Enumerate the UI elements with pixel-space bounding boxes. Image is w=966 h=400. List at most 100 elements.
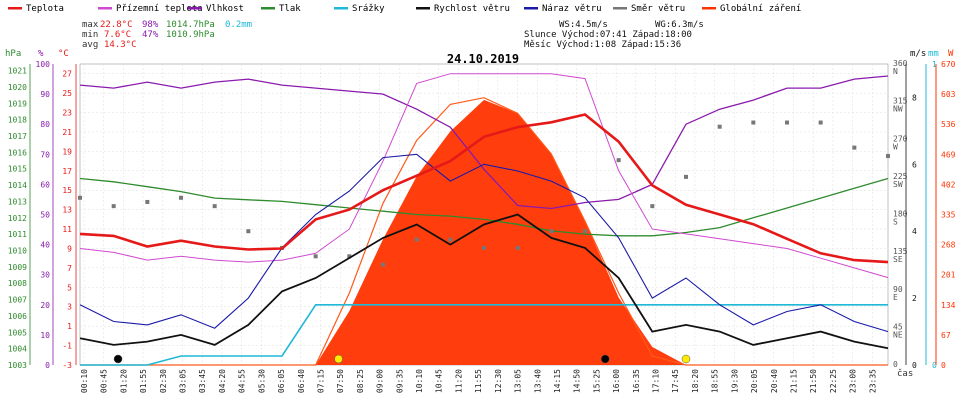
pressure-tick-label: 1014: [8, 181, 27, 190]
radiation-tick-label: 402: [941, 180, 956, 189]
wind-direction-point: [347, 254, 352, 259]
wind-direction-point: [650, 204, 655, 209]
humidity-tick-label: 90: [40, 90, 50, 99]
stat-avg-temp: 14.3°C: [104, 40, 137, 50]
direction-tick-label: 360: [893, 59, 908, 68]
wind-direction-point: [717, 124, 722, 129]
radiation-tick-label: 603: [941, 90, 956, 99]
temp-tick-label: 5: [67, 283, 72, 292]
x-tick-label: 16:00: [612, 369, 621, 393]
x-tick-label: 20:05: [750, 369, 759, 393]
direction-tick-label: 0: [893, 360, 898, 369]
legend-item-rychlost-vetru: Rychlost větru: [416, 4, 510, 14]
x-tick-label: 09:35: [395, 369, 404, 393]
stat-rain: 0.2mm: [225, 20, 252, 30]
x-tick-label: 11:20: [454, 369, 463, 393]
wind-tick-label: 4: [912, 227, 917, 236]
legend-swatch: [261, 7, 275, 10]
chart-title: 24.10.2019: [447, 52, 519, 66]
x-tick-label: 14:50: [573, 369, 582, 393]
wind-direction-point: [751, 120, 756, 125]
x-tick-label: 09:00: [376, 369, 385, 393]
sunrise-marker: [334, 354, 343, 364]
stat-max-pressure: 1014.7hPa: [166, 20, 215, 30]
stat-wind-speed: WS:4.5m/s: [559, 20, 608, 30]
x-tick-label: 23:00: [849, 369, 858, 393]
pressure-tick-label: 1016: [8, 148, 27, 157]
wind-tick-label: 2: [912, 294, 917, 303]
temp-tick-label: 9: [67, 244, 72, 253]
series-theoretical-radiation: [80, 97, 888, 366]
pressure-tick-label: 1005: [8, 328, 27, 337]
x-tick-label: 19:30: [730, 369, 739, 393]
legend-item-globalni-zareni: Globální záření: [702, 4, 801, 14]
direction-tick-label: 180: [893, 210, 908, 219]
temp-tick-label: 3: [67, 303, 72, 312]
stat-max-temp: 22.8°C: [100, 20, 133, 30]
pressure-tick-label: 1015: [8, 165, 27, 174]
x-tick-label: 06:40: [297, 369, 306, 393]
temp-tick-label: 23: [62, 109, 72, 118]
pressure-tick-label: 1017: [8, 132, 27, 141]
direction-tick-label: 315: [893, 97, 908, 106]
direction-tick-label: 270: [893, 134, 908, 143]
pressure-tick-label: 1009: [8, 263, 27, 272]
legend-swatch: [334, 7, 348, 10]
temp-tick-label: 7: [67, 264, 72, 273]
legend-label: Rychlost větru: [434, 4, 510, 14]
x-tick-label: 11:55: [474, 369, 483, 393]
humidity-tick-label: 100: [36, 60, 51, 69]
direction-tick-label: 225: [893, 172, 908, 181]
humidity-tick-label: 50: [40, 211, 50, 220]
pressure-tick-label: 1011: [8, 230, 27, 239]
wind-tick-label: 0: [912, 361, 917, 370]
axis-unit-ms: m/s: [910, 49, 926, 59]
wind-direction-point: [482, 245, 486, 250]
series-temperature: [79, 113, 889, 264]
x-tick-label: 03:05: [179, 369, 188, 393]
x-tick-label: 07:50: [336, 369, 345, 393]
direction-tick-label: E: [893, 293, 898, 302]
x-tick-label: 14:15: [553, 369, 562, 393]
x-tick-label: 22:25: [829, 369, 838, 393]
humidity-tick-label: 80: [40, 120, 50, 129]
stat-max-label: max: [82, 20, 99, 30]
x-tick-label: 20:40: [770, 369, 779, 393]
x-tick-label: 16:35: [632, 369, 641, 393]
legend-item-vlhkost: Vlhkost: [188, 4, 244, 14]
axis-unit-percent: %: [38, 49, 44, 59]
pressure-tick-label: 1008: [8, 279, 27, 288]
x-tick-label: 05:30: [257, 369, 266, 393]
stat-min-label: min: [82, 30, 98, 40]
rain-tick-label: 1: [932, 60, 937, 69]
series-radiation-area: [80, 99, 888, 366]
legend-swatch: [8, 7, 22, 10]
x-tick-label: 13:40: [533, 369, 542, 393]
radiation-layer: [80, 97, 888, 366]
temp-tick-label: -3: [62, 361, 72, 370]
x-tick-label: 03:45: [198, 369, 207, 393]
wind-direction-point: [78, 195, 82, 200]
moonset-marker: [600, 354, 610, 364]
pressure-tick-label: 1007: [8, 296, 27, 305]
series-humidity: [79, 75, 889, 210]
x-tick-label: 01:20: [119, 369, 128, 393]
axis-unit-celsius: °C: [58, 49, 69, 59]
wind-direction-point: [179, 195, 183, 200]
radiation-tick-label: 335: [941, 211, 956, 220]
legend-label: Přízemní teplota: [116, 4, 203, 14]
sun-moon-markers: [113, 354, 691, 364]
legend-label: Náraz větru: [542, 4, 602, 14]
stats-block: max 22.8°C 98% 1014.7hPa 0.2mm min 7.6°C…: [82, 20, 704, 50]
legend-item-naraz-vetru: Náraz větru: [524, 4, 602, 14]
wind-direction-point: [414, 237, 419, 242]
legend-label: Vlhkost: [206, 4, 244, 14]
legend-swatch: [416, 7, 430, 10]
series-wind-gust: [79, 153, 889, 333]
legend-swatch: [188, 7, 202, 10]
wind-direction-point: [246, 229, 251, 234]
legend: Teplota Přízemní teplota Vlhkost Tlak Sr…: [8, 4, 801, 14]
legend-swatch: [98, 7, 112, 10]
pressure-tick-label: 1019: [8, 99, 27, 108]
stat-min-humidity: 47%: [142, 30, 159, 40]
